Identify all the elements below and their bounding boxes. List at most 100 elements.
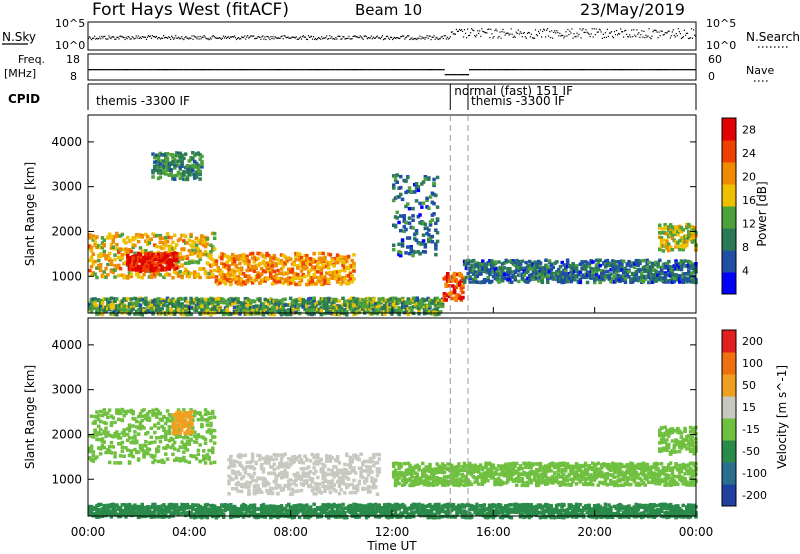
velocity-echo-cell — [88, 433, 92, 438]
power-echo-cell — [434, 228, 438, 232]
freq-point — [610, 69, 613, 71]
noise-point — [695, 35, 697, 37]
power-echo-cell — [93, 243, 97, 247]
power-echo-cell — [232, 298, 237, 302]
freq-point — [655, 69, 658, 71]
power-echo-cell — [475, 274, 480, 279]
power-echo-cell — [334, 308, 338, 313]
power-echo-cell — [145, 254, 150, 259]
power-echo-cell — [231, 257, 235, 261]
noise-point — [372, 36, 374, 38]
noise-point — [665, 32, 667, 34]
freq-point — [319, 69, 321, 71]
power-colorbar-swatch — [722, 162, 736, 185]
power-echo-cell — [207, 262, 211, 267]
power-echo-cell — [335, 273, 340, 277]
power-echo-cell — [667, 228, 671, 232]
power-echo-cell — [196, 298, 201, 302]
velocity-echo-cell — [196, 452, 201, 457]
freq-point — [477, 69, 480, 71]
power-echo-cell — [107, 236, 112, 240]
power-echo-cell — [537, 259, 541, 264]
noise-point — [625, 29, 627, 31]
power-echo-cell — [198, 249, 202, 254]
power-echo-cell — [529, 262, 534, 266]
power-echo-cell — [240, 255, 244, 260]
power-echo-cell — [144, 232, 148, 237]
velocity-echo-cell — [203, 441, 208, 445]
power-echo-cell — [144, 266, 148, 270]
freq-point — [683, 69, 686, 71]
power-echo-cell — [171, 174, 175, 179]
power-echo-cell — [661, 278, 666, 282]
power-echo-cell — [189, 252, 193, 256]
power-echo-cell — [129, 264, 134, 269]
noise-point — [593, 28, 595, 30]
power-echo-cell — [153, 164, 157, 169]
velocity-echo-cell — [97, 413, 101, 418]
power-echo-cell — [135, 303, 139, 307]
power-echo-cell — [176, 274, 181, 278]
power-echo-cell — [495, 278, 499, 282]
power-echo-cell — [477, 268, 481, 272]
noise-point — [583, 31, 585, 33]
power-echo-cell — [193, 274, 197, 278]
power-echo-cell — [332, 306, 336, 310]
power-echo-cell — [287, 256, 291, 260]
freq-point — [367, 69, 370, 71]
freq-point — [187, 69, 190, 71]
power-echo-cell — [229, 282, 233, 287]
power-echo-cell — [243, 306, 248, 310]
power-echo-cell — [207, 254, 211, 259]
power-echo-cell — [490, 261, 494, 265]
power-echo-cell — [658, 270, 662, 275]
noise-point — [495, 28, 497, 30]
power-echo-cell — [250, 267, 255, 272]
power-echo-cell — [614, 277, 619, 282]
power-echo-cell — [355, 297, 360, 301]
power-echo-cell — [283, 312, 287, 316]
power-echo-cell — [522, 278, 527, 283]
velocity-echo-cell — [126, 409, 130, 414]
power-echo-cell — [223, 275, 228, 280]
power-echo-cell — [153, 155, 157, 160]
power-echo-cell — [357, 306, 362, 310]
power-echo-cell — [287, 276, 291, 280]
freq-point — [529, 69, 532, 71]
power-echo-cell — [274, 279, 278, 283]
power-echo-cell — [241, 280, 246, 284]
power-echo-cell — [596, 274, 601, 279]
power-echo-cell — [95, 312, 99, 316]
power-echo-cell — [200, 159, 204, 164]
noise-point — [282, 38, 284, 40]
power-echo-cell — [292, 299, 296, 304]
power-echo-cell — [383, 306, 387, 310]
power-echo-cell — [594, 273, 599, 277]
noise-point — [637, 33, 639, 35]
noise-point — [538, 32, 541, 34]
power-echo-cell — [437, 310, 441, 314]
power-echo-cell — [89, 249, 94, 253]
power-echo-cell — [504, 258, 508, 263]
power-echo-cell — [317, 279, 322, 283]
velocity-echo-cell — [95, 415, 99, 419]
power-echo-cell — [144, 254, 148, 258]
noise-point — [299, 36, 301, 38]
noise-point — [355, 36, 357, 38]
power-echo-cell — [556, 279, 561, 284]
power-echo-cell — [473, 274, 478, 278]
power-echo-cell — [178, 166, 182, 170]
power-echo-cell — [290, 267, 295, 272]
power-echo-cell — [528, 278, 532, 282]
power-echo-cell — [330, 312, 334, 316]
noise-point — [335, 37, 337, 39]
noise-point — [246, 36, 248, 38]
freq-point — [313, 69, 315, 71]
power-echo-cell — [659, 277, 664, 282]
power-echo-cell — [409, 225, 413, 230]
power-echo-cell — [281, 271, 286, 275]
noise-point — [394, 36, 396, 39]
power-echo-cell — [515, 265, 519, 270]
noise-point — [559, 32, 561, 34]
velocity-echo-cell — [158, 417, 163, 421]
